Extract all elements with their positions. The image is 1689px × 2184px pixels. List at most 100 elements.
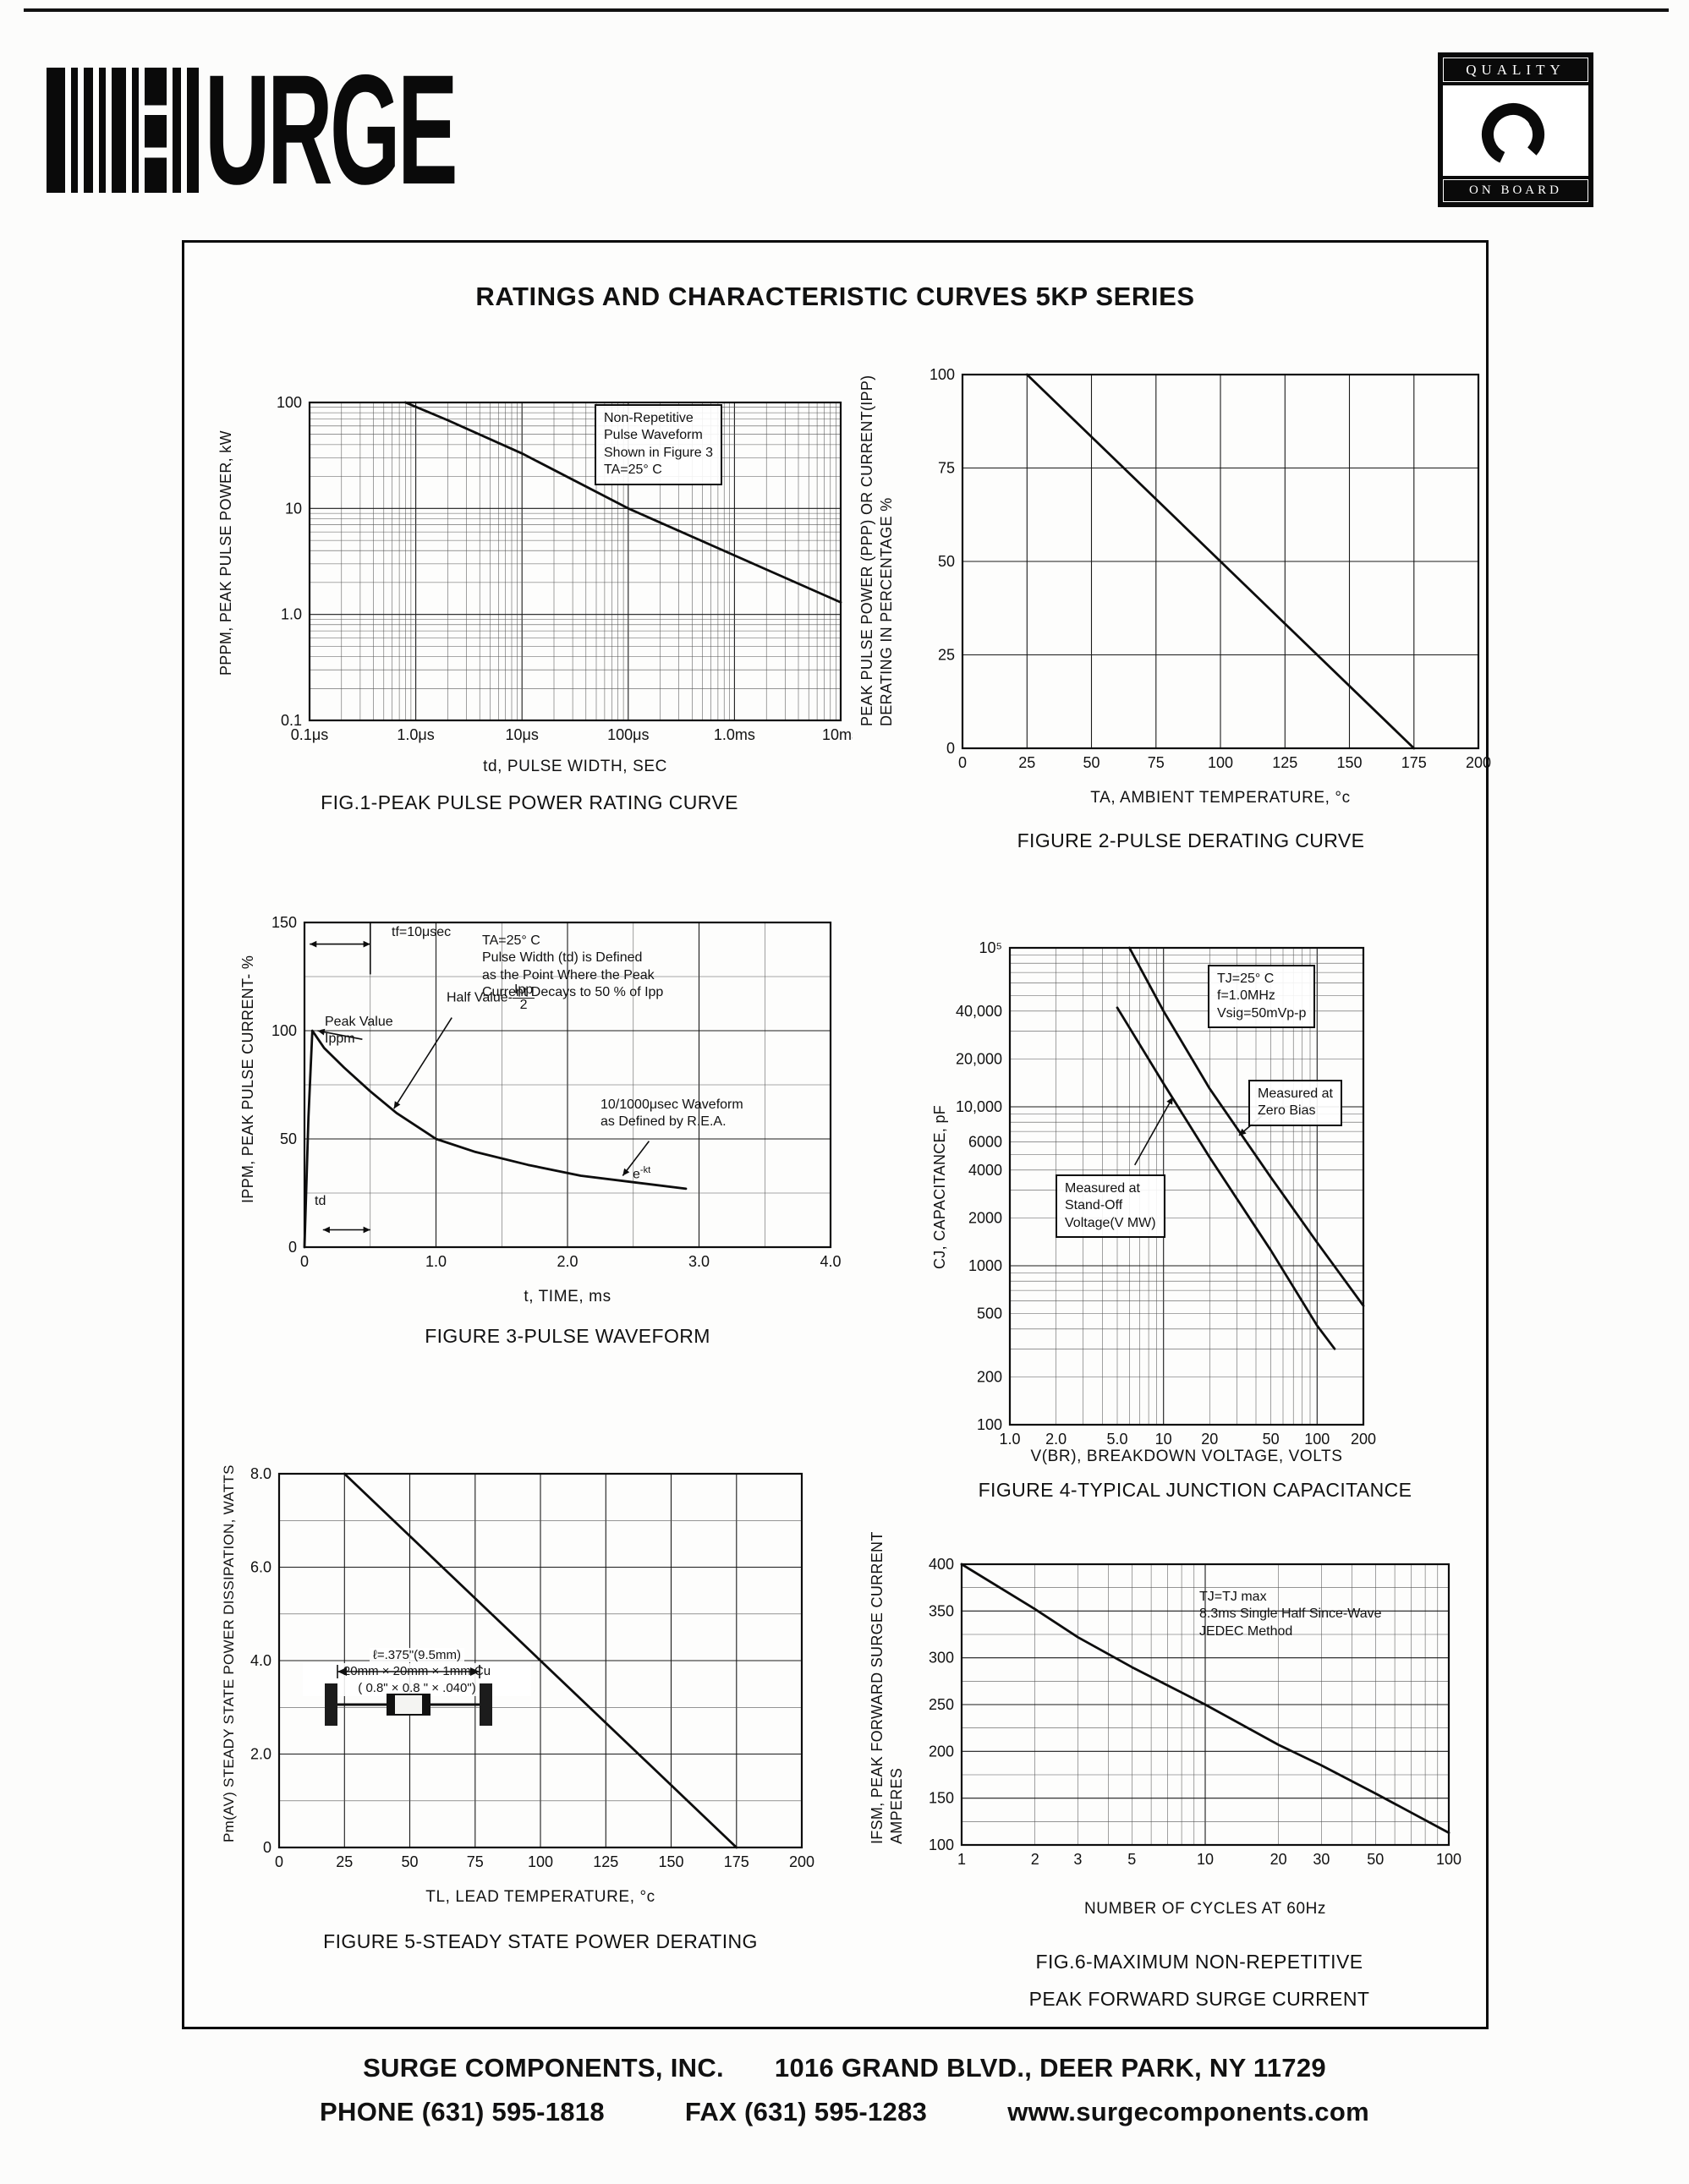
svg-text:100: 100 <box>1304 1431 1330 1448</box>
svg-text:0.1μs: 0.1μs <box>291 726 328 743</box>
fig6-caption-line1: FIG.6-MAXIMUM NON-REPETITIVE <box>1035 1951 1363 1973</box>
figure-1: PPPM, PEAK PULSE POWER, kW 0.1μs 1.0μs 10μ… <box>210 391 886 851</box>
quality-on-board-logo: QUALITY ON BOARD <box>1438 52 1593 207</box>
svg-text:50: 50 <box>1367 1851 1384 1868</box>
footer-company-line: SURGE COMPONENTS, INC. 1016 GRAND BLVD.,… <box>0 2053 1689 2083</box>
fig3-half-value-label: Half Value- Ipp 2 <box>447 983 535 1012</box>
svg-text:4.0: 4.0 <box>250 1652 271 1669</box>
fig3-half-value-numerator: Ipp <box>512 983 535 999</box>
svg-text:10μs: 10μs <box>505 726 538 743</box>
surge-logo-barcode-icon <box>47 68 205 193</box>
quality-badge-eye-icon <box>1443 85 1588 176</box>
figure-6: IFSM, PEAK FORWARD SURGE CURRENT AMPERES… <box>861 1528 1491 2032</box>
svg-text:150: 150 <box>929 1790 954 1807</box>
surge-logo: URGE <box>47 43 637 217</box>
svg-text:3.0: 3.0 <box>688 1253 710 1270</box>
svg-text:150: 150 <box>1336 754 1362 771</box>
svg-text:50: 50 <box>280 1130 297 1147</box>
curves-panel: RATINGS AND CHARACTERISTIC CURVES 5KP SE… <box>182 240 1491 2032</box>
surge-logo-text: URGE <box>205 43 458 217</box>
fig3-chart: 0 1.0 2.0 3.0 4.0 0 50 100 150 <box>271 914 842 1270</box>
fig1-y-axis-label: PPPM, PEAK PULSE POWER, kW <box>217 430 234 676</box>
svg-text:50: 50 <box>1263 1431 1280 1448</box>
fig6-x-axis-label: NUMBER OF CYCLES AT 60Hz <box>1083 1900 1327 1918</box>
svg-text:125: 125 <box>593 1853 618 1870</box>
fig6-chart: 1 2 3 5 10 20 30 50 100 100 150 200 250 300 350 400 <box>929 1556 1461 1868</box>
footer-contact-line: PHONE (631) 595-1818 FAX (631) 595-1283 … <box>0 2097 1689 2127</box>
fig3-rise-time-label: tf=10μsec <box>392 925 452 939</box>
footer-company-name: SURGE COMPONENTS, INC. <box>363 2053 724 2083</box>
fig2-chart: 0 25 50 75 100 125 150 175 200 0 25 50 75 100 <box>929 366 1491 771</box>
svg-text:200: 200 <box>1466 754 1491 771</box>
fig3-exponential-decay-label: e-kt <box>633 1165 651 1182</box>
fig3-pulse-width-td-label: td <box>315 1194 326 1208</box>
svg-text:100μs: 100μs <box>607 726 649 743</box>
svg-text:100: 100 <box>277 394 302 411</box>
fig4-zero-bias-label: Measured at Zero Bias <box>1248 1080 1342 1126</box>
svg-text:100: 100 <box>271 1022 297 1039</box>
svg-text:200: 200 <box>1351 1431 1376 1448</box>
svg-text:4000: 4000 <box>968 1162 1002 1179</box>
svg-text:0: 0 <box>958 754 967 771</box>
svg-text:200: 200 <box>929 1743 954 1760</box>
figure-4: CJ, CAPACITANCE, pF 1.0 2.0 5.0 10 20 50 100 20… <box>929 911 1474 1536</box>
figure-3: IPPM, PEAK PULSE CURRENT- % 0 1.0 2.0 3.0 4.… <box>235 885 912 1376</box>
svg-text:20: 20 <box>1270 1851 1287 1868</box>
footer-address: 1016 GRAND BLVD., DEER PARK, NY 11729 <box>774 2053 1326 2083</box>
fig2-x-axis-label: TA, AMBIENT TEMPERATURE, °c <box>1090 789 1351 807</box>
fig5-cu-pad-label: 20mm × 20mm × 1mm Cu ( 0.8" × 0.8 " × .0… <box>303 1663 531 1696</box>
svg-text:200: 200 <box>977 1368 1002 1385</box>
fig4-standoff-voltage-label: Measured at Stand-Off Voltage(V MW) <box>1056 1174 1165 1239</box>
svg-text:50: 50 <box>401 1853 418 1870</box>
svg-text:20,000: 20,000 <box>956 1050 1002 1067</box>
fig1-note: Non-Repetitive Pulse Waveform Shown in F… <box>595 404 722 485</box>
svg-text:100: 100 <box>929 366 955 383</box>
svg-text:25: 25 <box>1018 754 1035 771</box>
svg-text:10⁵: 10⁵ <box>979 939 1002 956</box>
footer-website: www.surgecomponents.com <box>1007 2097 1369 2127</box>
fig1-caption: FIG.1-PEAK PULSE POWER RATING CURVE <box>321 791 738 813</box>
svg-text:2.0: 2.0 <box>1045 1431 1067 1448</box>
svg-text:100: 100 <box>1436 1851 1461 1868</box>
footer-phone: PHONE (631) 595-1818 <box>320 2097 605 2127</box>
fig5-mounting-drawing-icon <box>325 1665 492 1726</box>
figure-2: PEAK PULSE POWER (PPP) OR CURRENT(IPP) D… <box>853 344 1491 902</box>
fig1-x-axis-label: td, PULSE WIDTH, SEC <box>483 758 667 775</box>
svg-text:75: 75 <box>938 460 955 477</box>
fig3-caption: FIGURE 3-PULSE WAVEFORM <box>425 1325 710 1347</box>
footer-fax: FAX (631) 595-1283 <box>684 2097 928 2127</box>
svg-text:500: 500 <box>977 1305 1002 1322</box>
svg-text:2.0: 2.0 <box>250 1746 271 1763</box>
fig4-caption: FIGURE 4-TYPICAL JUNCTION CAPACITANCE <box>978 1479 1412 1501</box>
svg-text:250: 250 <box>929 1696 954 1713</box>
svg-text:50: 50 <box>1083 754 1099 771</box>
svg-text:8.0: 8.0 <box>250 1465 271 1482</box>
svg-text:20: 20 <box>1201 1431 1218 1448</box>
svg-text:5.0: 5.0 <box>1106 1431 1127 1448</box>
fig3-half-value-denominator: 2 <box>519 997 528 1012</box>
fig3-pulse-width-definition-note: TA=25° C Pulse Width (td) is Defined as … <box>482 933 664 1000</box>
svg-text:0: 0 <box>263 1839 271 1856</box>
svg-text:10ms: 10ms <box>822 726 853 743</box>
svg-text:10: 10 <box>1155 1431 1172 1448</box>
svg-text:350: 350 <box>929 1602 954 1619</box>
svg-text:75: 75 <box>467 1853 484 1870</box>
svg-text:10: 10 <box>285 500 302 517</box>
fig3-peak-value-label: Peak Value Ippm <box>325 1015 393 1047</box>
fig5-caption: FIGURE 5-STEADY STATE POWER DERATING <box>323 1930 758 1952</box>
svg-text:10: 10 <box>1197 1851 1214 1868</box>
fig5-mounting-inset: ℓ=.375"(9.5mm) 20mm × 20mm × 1mm Cu ( 0.… <box>303 1648 531 1726</box>
fig4-test-conditions-note: TJ=25° C f=1.0MHz Vsig=50mVp-p <box>1208 965 1316 1029</box>
fig3-x-axis-label: t, TIME, ms <box>524 1288 611 1305</box>
fig2-y-axis-label: PEAK PULSE POWER (PPP) OR CURRENT(IPP) D… <box>858 375 895 726</box>
svg-text:175: 175 <box>724 1853 749 1870</box>
svg-text:0: 0 <box>288 1239 297 1256</box>
svg-text:0: 0 <box>946 740 955 757</box>
svg-text:100: 100 <box>1208 754 1233 771</box>
fig6-test-conditions-note: TJ=TJ max 8.3ms Single Half Since-Wave J… <box>1199 1590 1382 1639</box>
figure-5: Pm(AV) STEADY STATE POWER DISSIPATION, W… <box>218 1426 878 1976</box>
svg-text:1.0: 1.0 <box>425 1253 447 1270</box>
fig5-lead-length-label: ℓ=.375"(9.5mm) <box>370 1648 464 1662</box>
svg-text:100: 100 <box>929 1836 954 1853</box>
